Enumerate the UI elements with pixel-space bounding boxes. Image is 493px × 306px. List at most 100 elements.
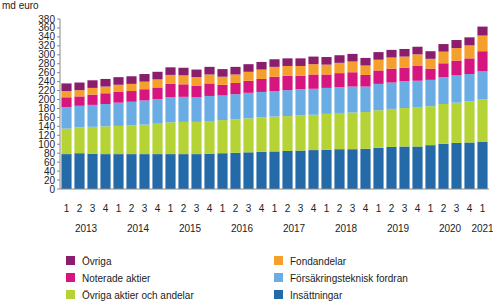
bar-segment bbox=[438, 77, 448, 104]
bar-segment bbox=[464, 101, 474, 142]
bar-segment bbox=[256, 62, 266, 70]
bar-segment bbox=[204, 96, 214, 121]
bar-segment bbox=[243, 118, 253, 152]
x-tick-label: 3 bbox=[298, 203, 304, 214]
bar-segment bbox=[152, 79, 162, 87]
bar-segment bbox=[269, 151, 279, 189]
bar-segment bbox=[386, 69, 396, 83]
bar-segment bbox=[61, 83, 71, 91]
bar-segment bbox=[282, 58, 292, 66]
bar-segment bbox=[100, 87, 110, 94]
bar-segment bbox=[74, 106, 84, 127]
bar-segment bbox=[217, 120, 227, 153]
bar-segment bbox=[139, 125, 149, 155]
bar-segment bbox=[282, 76, 292, 90]
bar-segment bbox=[282, 151, 292, 189]
legend-label: Övriga bbox=[82, 256, 112, 267]
legend-swatch bbox=[66, 256, 75, 265]
bar-segment bbox=[425, 69, 435, 80]
legend-swatch bbox=[66, 273, 75, 282]
bar-segment bbox=[321, 65, 331, 75]
bar-segment bbox=[334, 63, 344, 73]
bar-segment bbox=[464, 45, 474, 58]
x-group-label: 2019 bbox=[387, 223, 410, 234]
x-tick-label: 3 bbox=[246, 203, 252, 214]
legend-swatch bbox=[274, 256, 283, 265]
bar-segment bbox=[347, 149, 357, 189]
bar-segment bbox=[399, 108, 409, 146]
bar-segment bbox=[308, 115, 318, 150]
bar-segment bbox=[373, 52, 383, 60]
bar-segment bbox=[386, 147, 396, 189]
bar-segment bbox=[386, 50, 396, 58]
bar-segment bbox=[347, 72, 357, 86]
bar-segment bbox=[178, 122, 188, 154]
bar-segment bbox=[425, 51, 435, 59]
bar-segment bbox=[191, 97, 201, 122]
x-tick-label: 2 bbox=[285, 203, 291, 214]
bar-segment bbox=[425, 145, 435, 189]
bar-segment bbox=[477, 142, 487, 189]
bar-segment bbox=[295, 115, 305, 150]
bar-segment bbox=[139, 100, 149, 124]
bar-segment bbox=[451, 48, 461, 61]
bar-segment bbox=[152, 154, 162, 189]
bar-segment bbox=[269, 77, 279, 91]
bar-segment bbox=[256, 92, 266, 118]
bar-segment bbox=[61, 91, 71, 97]
bar-segment bbox=[178, 84, 188, 97]
bar-segment bbox=[191, 86, 201, 98]
bar-segment bbox=[243, 81, 253, 93]
bar-segment bbox=[334, 55, 344, 63]
bar-segment bbox=[360, 75, 370, 87]
x-tick-label: 2 bbox=[181, 203, 187, 214]
bar-segment bbox=[438, 44, 448, 52]
bar-segment bbox=[61, 129, 71, 155]
bar-segment bbox=[256, 79, 266, 92]
bar-segment bbox=[61, 154, 71, 189]
bar-segment bbox=[373, 148, 383, 189]
bar-segment bbox=[204, 83, 214, 96]
legend-swatch bbox=[66, 290, 75, 299]
bar-segment bbox=[386, 57, 396, 68]
bar-segment bbox=[230, 119, 240, 153]
bar-segment bbox=[256, 152, 266, 189]
bar-segment bbox=[308, 57, 318, 65]
bar-segment bbox=[412, 54, 422, 66]
x-tick-label: 4 bbox=[415, 203, 421, 214]
bar-segment bbox=[126, 125, 136, 154]
legend-label: Fondandelar bbox=[290, 256, 347, 267]
bar-segment bbox=[178, 154, 188, 189]
bar-segment bbox=[165, 97, 175, 122]
bar-segment bbox=[464, 74, 474, 101]
x-axis bbox=[60, 189, 489, 190]
bar-segment bbox=[113, 126, 123, 154]
bar-segment bbox=[373, 110, 383, 148]
bar-segment bbox=[113, 77, 123, 85]
bar-segment bbox=[451, 143, 461, 189]
x-tick-label: 3 bbox=[90, 203, 96, 214]
bar-segment bbox=[386, 109, 396, 147]
x-tick-label: 2 bbox=[129, 203, 135, 214]
bar-segment bbox=[113, 103, 123, 126]
y-axis bbox=[60, 19, 61, 189]
x-tick-label: 3 bbox=[194, 203, 200, 214]
bar-segment bbox=[204, 121, 214, 154]
bar-segment bbox=[412, 81, 422, 108]
x-tick-label: 1 bbox=[220, 203, 226, 214]
bar-segment bbox=[230, 153, 240, 189]
x-tick-label: 3 bbox=[142, 203, 148, 214]
bar-segment bbox=[321, 74, 331, 87]
bar-segment bbox=[399, 49, 409, 57]
bar-segment bbox=[74, 127, 84, 153]
bar-segment bbox=[464, 37, 474, 45]
bar-segment bbox=[438, 104, 448, 144]
bar-segment bbox=[464, 142, 474, 189]
bar-segment bbox=[477, 27, 487, 36]
y-axis-label: md euro bbox=[2, 0, 39, 11]
x-tick-label: 2 bbox=[441, 203, 447, 214]
bar-segment bbox=[282, 66, 292, 76]
bar-segment bbox=[321, 57, 331, 65]
bar-segment bbox=[74, 90, 84, 96]
bar-segment bbox=[334, 113, 344, 149]
